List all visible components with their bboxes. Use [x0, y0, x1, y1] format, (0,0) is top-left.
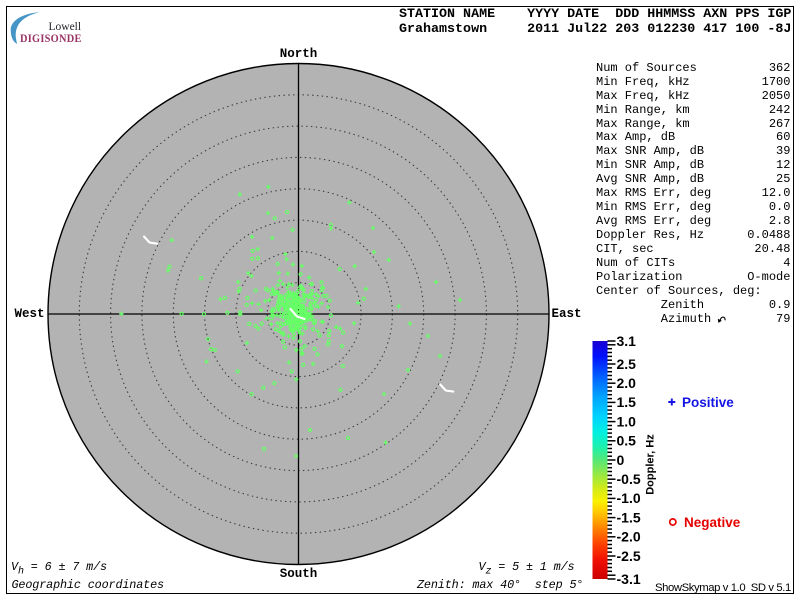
svg-text:0.5: 0.5: [617, 433, 637, 449]
svg-text:-1.0: -1.0: [617, 490, 641, 506]
svg-text:Doppler, Hz: Doppler, Hz: [645, 434, 657, 495]
svg-text:0: 0: [617, 452, 625, 468]
svg-text:-2.5: -2.5: [617, 548, 641, 564]
svg-text:-3.1: -3.1: [617, 571, 641, 587]
svg-text:3.1: 3.1: [617, 333, 637, 349]
svg-text:-2.0: -2.0: [617, 529, 641, 545]
svg-text:-0.5: -0.5: [617, 471, 641, 487]
svg-text:2.0: 2.0: [617, 375, 637, 391]
svg-text:1.5: 1.5: [617, 394, 637, 410]
svg-text:Positive: Positive: [682, 395, 734, 410]
svg-text:2.5: 2.5: [617, 356, 637, 372]
svg-text:Negative: Negative: [684, 515, 741, 530]
svg-text:1.0: 1.0: [617, 413, 637, 429]
svg-text:-1.5: -1.5: [617, 509, 641, 525]
